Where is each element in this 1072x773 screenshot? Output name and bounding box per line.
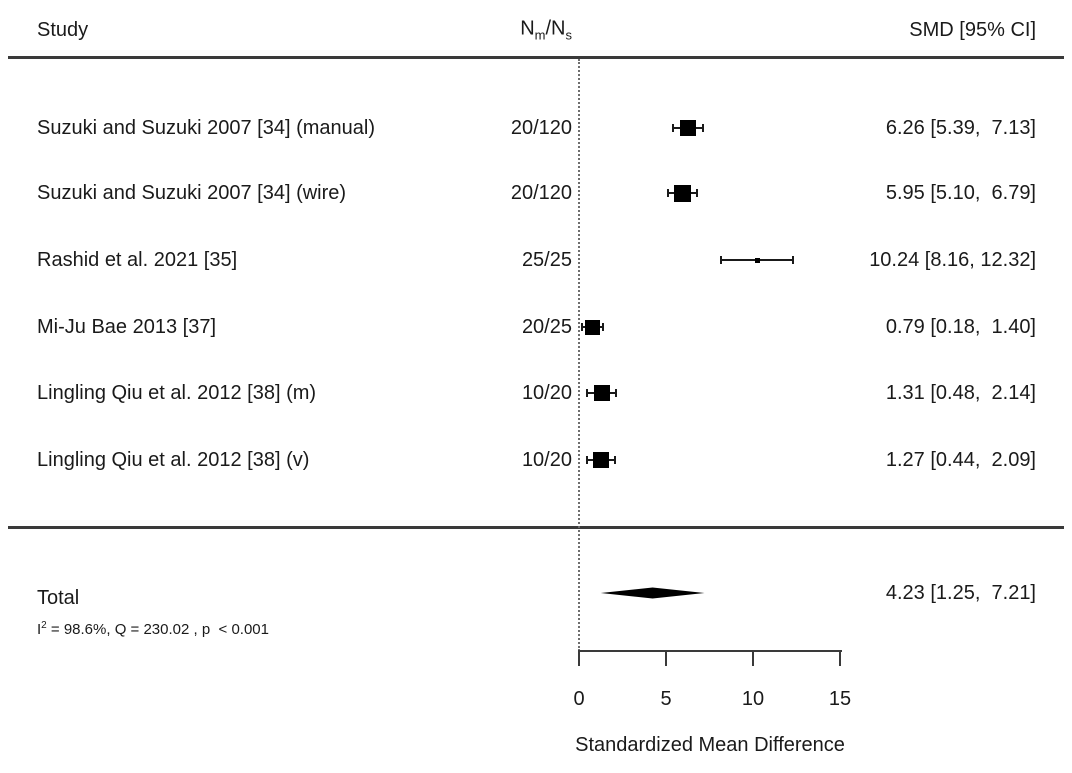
study-estimate: 10.24 [8.16, 12.32]	[869, 249, 1036, 271]
total-separator-line	[8, 526, 1064, 529]
i2-values: = 98.6%, Q = 230.02 , p < 0.001	[46, 621, 269, 638]
estimate-square	[674, 184, 692, 202]
x-axis-tick	[665, 650, 667, 666]
ci-cap-right	[696, 189, 699, 197]
total-estimate: 4.23 [1.25, 7.21]	[885, 582, 1036, 604]
ci-cap-right	[702, 124, 705, 132]
study-label: Lingling Qiu et al. 2012 [38] (m)	[37, 382, 317, 404]
ci-cap-left	[586, 389, 589, 397]
column-header-n: Nm/Ns	[520, 18, 572, 43]
ci-cap-right	[792, 256, 795, 264]
n-base-2: /N	[545, 17, 566, 40]
n-base-1: N	[520, 17, 535, 40]
ci-cap-right	[614, 456, 617, 464]
ci-cap-left	[671, 124, 674, 132]
study-estimate: 1.31 [0.48, 2.14]	[885, 382, 1036, 404]
ci-cap-right	[615, 389, 618, 397]
column-header-study: Study	[37, 19, 89, 41]
i2-base: I	[37, 621, 42, 638]
study-n: 10/20	[521, 382, 572, 404]
estimate-square	[679, 120, 696, 136]
header-separator-line	[8, 56, 1064, 59]
n-sub-m: m	[534, 27, 546, 43]
estimate-square	[585, 319, 601, 335]
ci-cap-left	[581, 323, 584, 331]
x-axis-tick-label: 0	[573, 688, 585, 710]
estimate-square	[593, 452, 610, 468]
study-n: 20/25	[521, 316, 572, 338]
ci-cap-left	[719, 256, 722, 264]
ci-cap-left	[666, 189, 669, 197]
x-axis-tick	[752, 650, 754, 666]
x-axis-line	[578, 650, 842, 652]
column-header-smd: SMD [95% CI]	[909, 19, 1036, 41]
x-axis-tick-label: 15	[828, 688, 852, 710]
study-estimate: 1.27 [0.44, 2.09]	[885, 449, 1036, 471]
x-axis-tick-label: 10	[741, 688, 765, 710]
study-estimate: 0.79 [0.18, 1.40]	[885, 316, 1036, 338]
study-label: Mi-Ju Bae 2013 [37]	[37, 316, 216, 338]
study-estimate: 5.95 [5.10, 6.79]	[885, 182, 1036, 204]
x-axis-tick-label: 5	[660, 688, 672, 710]
x-axis-label: Standardized Mean Difference	[575, 734, 845, 756]
i2-superscript: 2	[41, 620, 47, 631]
n-sub-s: s	[565, 27, 573, 43]
study-estimate: 6.26 [5.39, 7.13]	[885, 117, 1036, 139]
ci-cap-right	[602, 323, 605, 331]
study-n: 20/120	[510, 182, 572, 204]
x-axis-tick	[578, 650, 580, 666]
study-n: 25/25	[521, 249, 572, 271]
total-label: Total	[37, 587, 80, 609]
ci-cap-left	[585, 456, 588, 464]
estimate-square	[593, 385, 610, 401]
study-label: Lingling Qiu et al. 2012 [38] (v)	[37, 449, 310, 471]
study-n: 10/20	[521, 449, 572, 471]
x-axis-tick	[839, 650, 841, 666]
study-label: Rashid et al. 2021 [35]	[37, 249, 238, 271]
heterogeneity-stats: I2 = 98.6%, Q = 230.02 , p < 0.001	[37, 620, 269, 638]
study-label: Suzuki and Suzuki 2007 [34] (manual)	[37, 117, 375, 139]
zero-reference-line	[578, 59, 580, 651]
estimate-square	[754, 257, 760, 263]
study-label: Suzuki and Suzuki 2007 [34] (wire)	[37, 182, 347, 204]
study-n: 20/120	[510, 117, 572, 139]
